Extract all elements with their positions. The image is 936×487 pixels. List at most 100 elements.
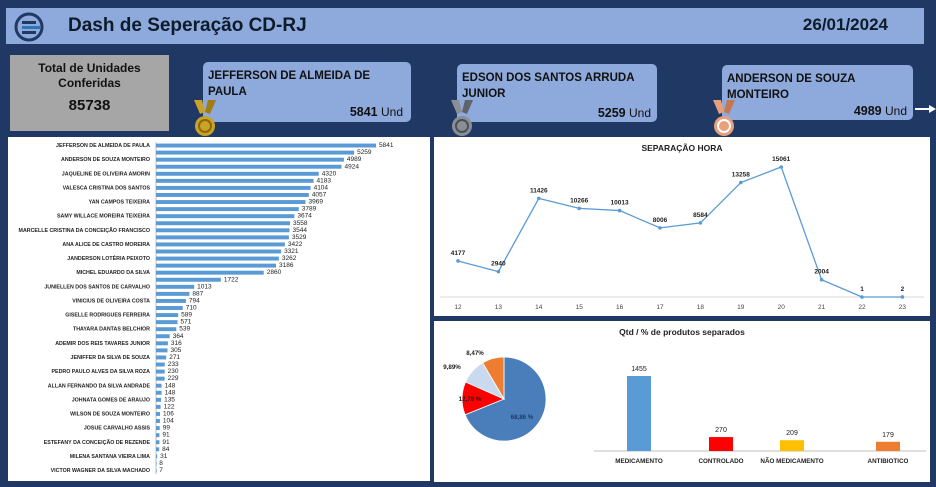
total-units-value: 85738: [68, 97, 111, 114]
hourly-tick-label: 17: [656, 304, 664, 311]
ranking-value-label: 3969: [308, 199, 323, 206]
header-bar: Dash de Seperação CD-RJ 26/01/2024: [6, 8, 924, 44]
products-chart-panel: Qtd / % de produtos separados 68,86 % 12,7…: [434, 321, 930, 482]
hourly-value-label: 8584: [693, 212, 708, 219]
ranking-value-label: 3544: [292, 227, 307, 234]
pie-value-label: 9,89%: [443, 364, 461, 371]
ranking-value-label: 4057: [312, 192, 327, 199]
pie-slice: [464, 356, 547, 442]
ranking-value-label: 3422: [288, 241, 303, 248]
hourly-point: [779, 165, 783, 169]
ranking-bar: [156, 426, 160, 431]
ranking-bar: [156, 362, 165, 367]
top2-name: EDSON DOS SANTOS ARRUDA JUNIOR: [462, 72, 635, 100]
hourly-value-label: 2004: [814, 269, 829, 276]
ranking-value-label: 99: [163, 425, 171, 432]
total-units-label: Total de Unidades Conferidas: [38, 61, 141, 90]
ranking-category-label: ESTEFANY DA CONCEIÇÃO DE REZENDE: [44, 439, 151, 446]
hourly-value-label: 1: [860, 286, 864, 293]
products-category-label: CONTROLADO: [698, 458, 743, 465]
ranking-bar: [156, 369, 165, 374]
ranking-value-label: 887: [192, 290, 203, 297]
ranking-value-label: 589: [181, 312, 192, 319]
hourly-point: [456, 259, 460, 263]
ranking-bar: [156, 390, 162, 395]
hourly-tick-label: 12: [454, 304, 462, 311]
hourly-chart-panel: SEPARAÇÃO HORA 4177 12 2940 13 11426 14 10266 15…: [434, 137, 930, 316]
ranking-category-label: MICHEL EDUARDO DA SILVA: [76, 270, 150, 276]
bronze-medal-icon: [713, 100, 735, 136]
hourly-tick-label: 21: [818, 304, 826, 311]
products-value-label: 270: [715, 427, 727, 434]
ranking-bar: [156, 214, 295, 219]
ranking-bar: [156, 348, 168, 353]
pie-value-label: 68,86 %: [511, 414, 534, 421]
hourly-tick-label: 15: [576, 304, 584, 311]
ranking-bar: [156, 291, 190, 296]
ranking-bar: [156, 419, 160, 423]
ranking-value-label: 3558: [293, 220, 308, 227]
ranking-bar-chart: 5841 JEFFERSON DE ALMEIDA DE PAULA 5259498…: [19, 142, 394, 474]
ranking-value-label: 229: [168, 375, 179, 382]
hourly-chart-title: SEPARAÇÃO HORA: [641, 143, 722, 153]
hourly-tick-label: 16: [616, 304, 624, 311]
products-category-label: NÃO MEDICAMENTO: [760, 456, 823, 465]
ranking-category-label: JAQUELINE DE OLIVEIRA AMORIN: [62, 171, 150, 177]
products-chart: Qtd / % de produtos separados 68,86 % 12,7…: [443, 327, 926, 465]
hourly-tick-label: 13: [495, 304, 503, 311]
ranking-value-label: 3321: [284, 248, 299, 255]
ranking-value-label: 3529: [292, 234, 307, 241]
ranking-bar: [156, 454, 158, 459]
top2-value: 5259: [597, 106, 626, 120]
ranking-chart-panel: 5841 JEFFERSON DE ALMEIDA DE PAULA 5259 498…: [8, 137, 430, 481]
ranking-value-label: 4183: [317, 177, 332, 184]
ranking-value-label: 4989: [347, 156, 362, 163]
ranking-category-label: MILENA SANTANA VIEIRA LIMA: [70, 454, 150, 460]
ranking-value-label: 8: [159, 460, 163, 467]
ranking-value-label: 794: [189, 297, 200, 304]
ranking-bar: [156, 376, 165, 381]
top1-unit: Und: [380, 105, 403, 119]
ranking-category-label: JOSUE CARVALHO ASSIS: [84, 426, 151, 432]
ranking-value-label: 233: [168, 361, 179, 368]
hourly-point: [819, 277, 824, 282]
ranking-category-label: ADEMIR DOS REIS TAVARES JUNIOR: [55, 341, 150, 347]
ranking-value-label: 4924: [344, 163, 359, 170]
ranking-bar: [156, 185, 311, 190]
top1-card: JEFFERSON DE ALMEIDA DE PAULA 5841 Und: [203, 62, 411, 122]
hourly-value-label: 10013: [611, 200, 629, 207]
page-title: Dash de Seperação CD-RJ: [68, 15, 307, 36]
top3-unit: Und: [884, 104, 907, 118]
products-value-label: 179: [882, 432, 894, 439]
ranking-value-label: 91: [162, 439, 170, 446]
ranking-value-label: 84: [162, 446, 170, 453]
ranking-bar: [156, 242, 285, 247]
ranking-category-label: SAMY WILLACE MOREIRA TEIXEIRA: [57, 214, 150, 220]
ranking-bar: [156, 249, 282, 254]
ranking-bar: [156, 256, 279, 261]
top2-card: EDSON DOS SANTOS ARRUDA JUNIOR 5259 Und: [457, 64, 657, 122]
products-category-label: MEDICAMENTO: [615, 458, 663, 465]
products-bar: [780, 440, 804, 451]
ranking-value-label: 3674: [297, 213, 312, 220]
products-bar: [709, 437, 733, 451]
total-units-card: Total de Unidades Conferidas 85738: [10, 55, 169, 131]
ranking-bar: [156, 207, 299, 212]
report-date: 26/01/2024: [802, 15, 888, 34]
hourly-value-label: 2: [901, 286, 905, 293]
ranking-bar: [156, 468, 157, 473]
hourly-value-label: 2940: [491, 261, 506, 268]
ranking-bar: [156, 221, 291, 226]
ranking-category-label: PEDRO PAULO ALVES DA SILVA ROZA: [52, 369, 151, 375]
ranking-category-label: JENIFFER DA SILVA DE SOUZA: [71, 355, 151, 361]
hourly-value-label: 10266: [570, 197, 588, 204]
products-value-label: 209: [786, 430, 798, 437]
ranking-category-label: JANDERSON LOTÉRIA PEIXOTO: [67, 254, 150, 262]
ranking-bar: [156, 320, 178, 325]
ranking-category-label: MARCELLE CRISTINA DA CONCEIÇÃO FRANCISCO: [19, 227, 150, 234]
ranking-value-label: 3789: [302, 206, 317, 213]
ranking-category-label: YAN CAMPOS TEIXEIRA: [89, 200, 150, 206]
ranking-value-label: 148: [165, 382, 176, 389]
hourly-point: [496, 269, 501, 274]
hourly-point: [860, 295, 864, 299]
